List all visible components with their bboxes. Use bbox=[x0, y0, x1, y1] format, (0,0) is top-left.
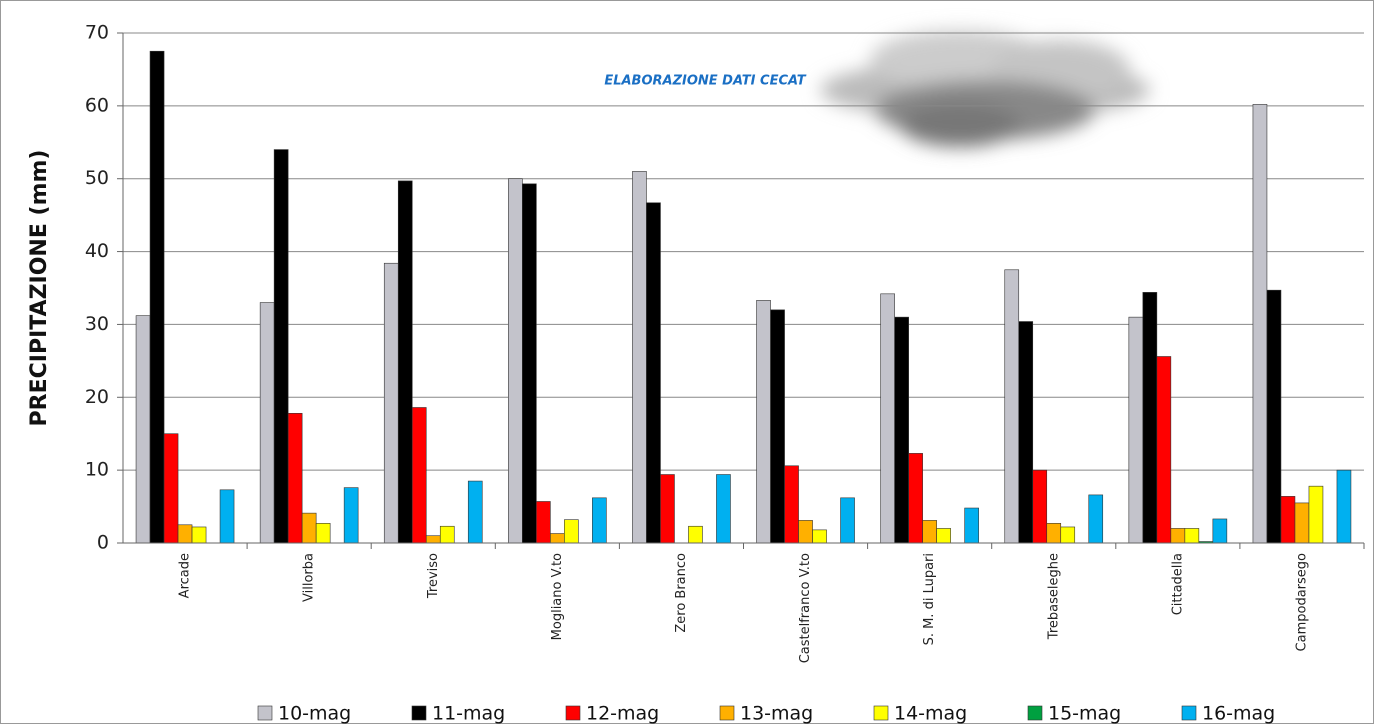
bar bbox=[1156, 356, 1172, 544]
bar bbox=[1004, 269, 1020, 544]
bar bbox=[191, 526, 207, 544]
bar bbox=[425, 535, 441, 544]
legend-swatch bbox=[1181, 705, 1197, 721]
bar bbox=[894, 316, 909, 544]
bar bbox=[756, 300, 771, 544]
legend-swatch bbox=[1027, 705, 1043, 721]
bar bbox=[564, 519, 579, 544]
cloud-image bbox=[820, 30, 1150, 147]
bar bbox=[1128, 316, 1144, 544]
bar bbox=[632, 171, 647, 544]
x-tick-label: Treviso bbox=[426, 553, 441, 599]
legend-swatch bbox=[873, 705, 889, 721]
bar bbox=[315, 523, 331, 544]
bar bbox=[716, 474, 731, 544]
bar bbox=[343, 487, 359, 544]
annotation: ELABORAZIONE DATI CECAT bbox=[604, 74, 806, 89]
y-tick-label: 50 bbox=[85, 167, 109, 189]
bar bbox=[301, 512, 317, 544]
bar bbox=[439, 525, 455, 544]
bar bbox=[1294, 502, 1310, 544]
x-tick-label: Campodarsego bbox=[1294, 553, 1309, 651]
x-tick-label: Cittadella bbox=[1170, 553, 1185, 615]
bar bbox=[646, 202, 661, 544]
bar bbox=[1280, 496, 1296, 544]
bar bbox=[536, 501, 551, 544]
legend-swatch bbox=[257, 705, 273, 721]
legend-label: 14-mag bbox=[894, 703, 967, 724]
bar bbox=[1308, 485, 1324, 544]
bar bbox=[1060, 526, 1076, 544]
legend-swatch bbox=[411, 705, 427, 721]
bar bbox=[908, 453, 923, 544]
y-tick-label: 40 bbox=[85, 240, 109, 262]
x-tick-label: Villorba bbox=[302, 553, 317, 602]
legend-label: 16-mag bbox=[1202, 703, 1275, 724]
y-axis-label: PRECIPITAZIONE (mm) bbox=[27, 150, 52, 427]
bar bbox=[1252, 104, 1268, 544]
legend-swatch bbox=[565, 705, 581, 721]
bar bbox=[922, 520, 937, 544]
x-tick-label: Mogliano V.to bbox=[550, 553, 565, 640]
bar bbox=[660, 474, 675, 544]
bar bbox=[592, 497, 607, 544]
y-tick-label: 20 bbox=[85, 386, 109, 408]
bar bbox=[383, 262, 399, 544]
x-tick-label: Zero Branco bbox=[674, 553, 689, 633]
bar bbox=[397, 180, 413, 544]
bar bbox=[840, 497, 855, 544]
x-tick-label: S. M. di Lupari bbox=[922, 553, 937, 645]
bar bbox=[880, 293, 895, 544]
bar bbox=[163, 433, 179, 544]
bar bbox=[1018, 321, 1034, 544]
bar bbox=[1142, 292, 1158, 544]
bar bbox=[135, 315, 151, 544]
bar bbox=[1170, 528, 1186, 544]
bar bbox=[259, 302, 275, 544]
bar bbox=[1032, 469, 1048, 544]
bar bbox=[812, 529, 827, 544]
x-tick-label: Arcade bbox=[178, 553, 193, 598]
bar bbox=[219, 489, 235, 544]
bar bbox=[936, 528, 951, 544]
bar bbox=[688, 525, 703, 544]
x-tick-label: Trebaseleghe bbox=[1046, 553, 1061, 640]
legend-label: 13-mag bbox=[740, 703, 813, 724]
bar bbox=[1088, 494, 1104, 544]
y-tick-label: 0 bbox=[97, 532, 109, 554]
bar bbox=[467, 480, 483, 544]
bar bbox=[149, 50, 165, 544]
bar bbox=[770, 309, 785, 544]
bar bbox=[177, 524, 193, 544]
legend-label: 15-mag bbox=[1048, 703, 1121, 724]
bar bbox=[784, 465, 799, 544]
legend-swatch bbox=[719, 705, 735, 721]
bar bbox=[550, 533, 565, 544]
y-tick-label: 70 bbox=[85, 22, 109, 44]
bar bbox=[1212, 518, 1228, 544]
bar bbox=[1336, 469, 1352, 544]
bar bbox=[411, 407, 427, 544]
y-tick-label: 10 bbox=[85, 459, 109, 481]
bar bbox=[1266, 289, 1282, 544]
legend-label: 11-mag bbox=[432, 703, 505, 724]
bar bbox=[287, 413, 303, 544]
bar bbox=[1046, 523, 1062, 544]
bar bbox=[964, 507, 979, 544]
bar bbox=[522, 183, 537, 544]
y-tick-label: 30 bbox=[85, 313, 109, 335]
bar bbox=[798, 520, 813, 544]
y-tick-label: 60 bbox=[85, 94, 109, 116]
legend-label: 10-mag bbox=[278, 703, 351, 724]
bar bbox=[273, 149, 289, 544]
bar bbox=[508, 178, 523, 544]
bar bbox=[1184, 528, 1200, 544]
legend-label: 12-mag bbox=[586, 703, 659, 724]
x-tick-label: Castelfranco V.to bbox=[798, 553, 813, 663]
